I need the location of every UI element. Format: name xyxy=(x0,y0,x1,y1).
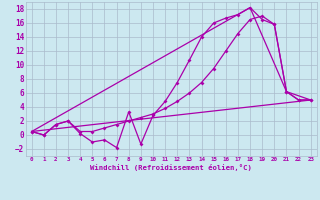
X-axis label: Windchill (Refroidissement éolien,°C): Windchill (Refroidissement éolien,°C) xyxy=(90,164,252,171)
